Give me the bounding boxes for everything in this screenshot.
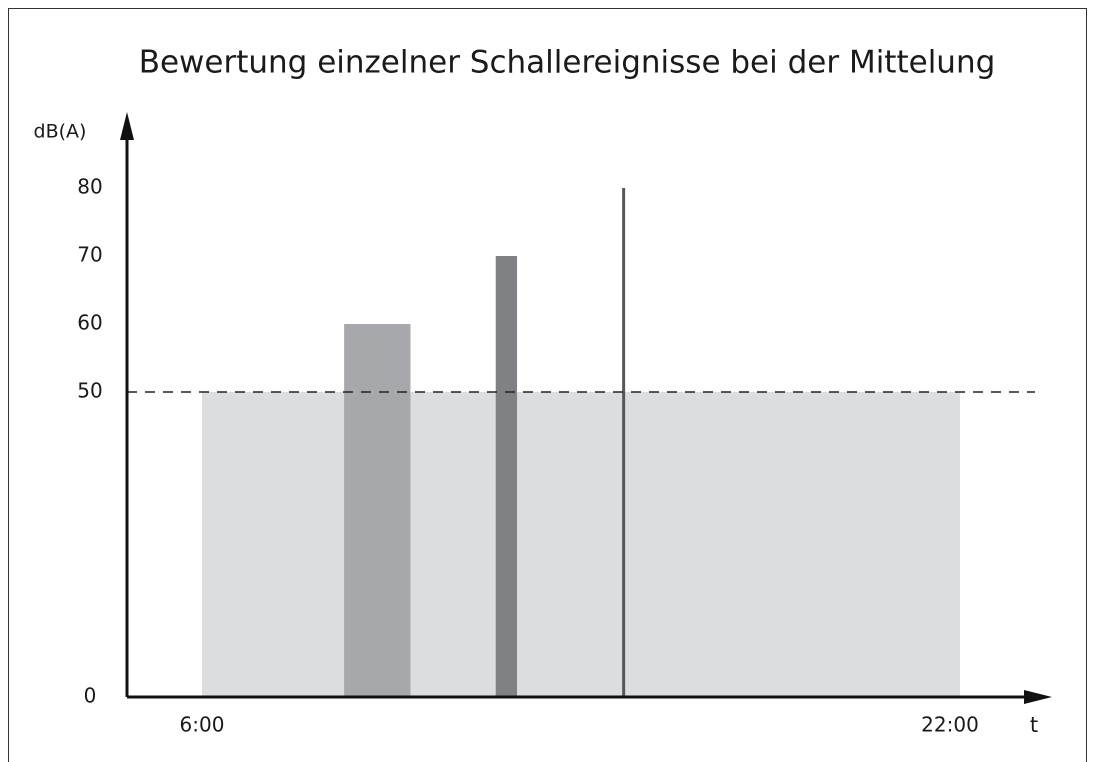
event-bar	[202, 392, 960, 697]
x-tick-label: 6:00	[180, 713, 225, 737]
y-tick-label: 0	[84, 684, 97, 708]
event-bar	[344, 324, 411, 697]
event-bar	[622, 188, 626, 697]
y-tick-label: 60	[77, 311, 102, 335]
plot	[127, 188, 1035, 697]
y-axis-label: dB(A)	[34, 121, 87, 143]
event-bar	[495, 256, 518, 697]
y-arrow	[120, 112, 134, 140]
chart-title: Bewertung einzelner Schallereignisse bei…	[139, 45, 996, 81]
x-axis-label: t	[1030, 713, 1038, 737]
x-tick-label: 22:00	[921, 713, 979, 737]
y-tick-label: 50	[77, 379, 102, 403]
frame	[8, 8, 1087, 762]
y-tick-label: 80	[77, 175, 102, 199]
x-arrow	[1024, 690, 1052, 704]
y-tick-label: 70	[77, 243, 102, 267]
